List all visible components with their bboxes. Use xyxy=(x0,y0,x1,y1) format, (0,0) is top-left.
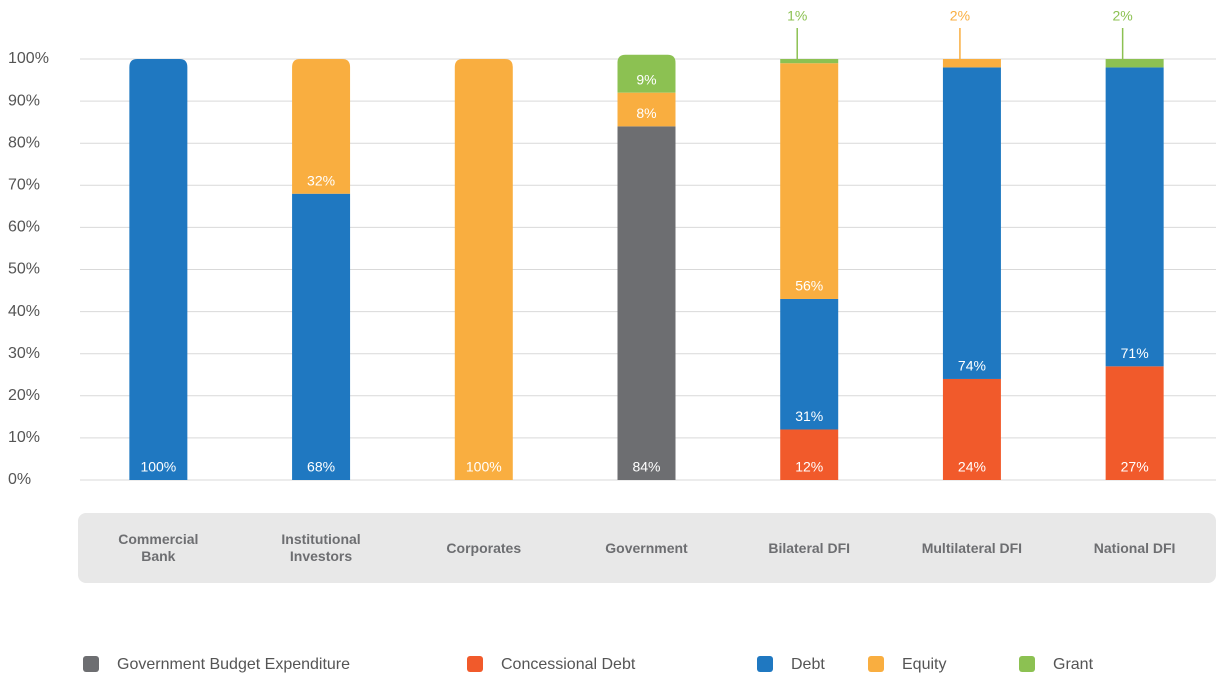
y-tick-label: 70% xyxy=(8,177,40,194)
x-tick-label: Institutional Investors xyxy=(240,513,403,583)
data-label: 84% xyxy=(632,459,660,475)
bar-segment xyxy=(617,126,676,481)
data-label: 9% xyxy=(636,71,656,87)
x-tick-label: National DFI xyxy=(1053,513,1216,583)
data-label: 100% xyxy=(466,459,502,475)
data-label: 56% xyxy=(795,278,823,294)
data-label: 1% xyxy=(787,8,807,24)
data-label: 74% xyxy=(958,358,986,374)
bar-segment xyxy=(780,298,839,430)
x-tick-text: Multilateral DFI xyxy=(921,539,1023,556)
legend-swatch xyxy=(757,656,773,672)
x-tick-label: Commercial Bank xyxy=(77,513,240,583)
legend-swatch xyxy=(868,656,884,672)
y-tick-label: 100% xyxy=(8,50,49,67)
legend-label: Concessional Debt xyxy=(501,656,636,673)
data-label: 32% xyxy=(307,172,335,188)
data-label: 71% xyxy=(1121,345,1149,361)
x-tick-label: Multilateral DFI xyxy=(891,513,1054,583)
bar-segment xyxy=(1105,366,1164,480)
data-label: 68% xyxy=(307,459,335,475)
x-tick-text: Bilateral DFI xyxy=(768,539,851,556)
bar-segment xyxy=(780,63,839,299)
y-tick-label: 90% xyxy=(8,92,40,109)
x-tick-text: Commercial Bank xyxy=(118,531,199,564)
data-label: 31% xyxy=(795,408,823,424)
data-label: 8% xyxy=(636,105,656,121)
y-tick-label: 50% xyxy=(8,261,40,278)
y-tick-label: 10% xyxy=(8,429,40,446)
legend-swatch xyxy=(467,656,483,672)
y-tick-label: 30% xyxy=(8,345,40,362)
legend-label: Equity xyxy=(902,656,946,673)
legend-swatch xyxy=(83,656,99,672)
data-label: 24% xyxy=(958,459,986,475)
y-tick-label: 80% xyxy=(8,134,40,151)
legend-swatch xyxy=(1019,656,1035,672)
data-label: 12% xyxy=(795,459,823,475)
x-tick-label: Bilateral DFI xyxy=(728,513,891,583)
x-tick-label: Corporates xyxy=(402,513,565,583)
bar-segment xyxy=(292,193,351,480)
data-label: 2% xyxy=(1113,8,1133,24)
bar-segment xyxy=(780,429,839,480)
bar-segment xyxy=(780,59,839,64)
bar-segment xyxy=(129,59,188,480)
bar-segment xyxy=(942,67,1001,379)
y-tick-label: 60% xyxy=(8,219,40,236)
legend-label: Government Budget Expenditure xyxy=(117,656,350,673)
y-tick-label: 40% xyxy=(8,303,40,320)
x-tick-text: National DFI xyxy=(1093,539,1176,556)
bar-segment xyxy=(942,59,1001,68)
x-tick-label: Government xyxy=(565,513,728,583)
bar-segment xyxy=(454,59,513,480)
x-tick-text: Government xyxy=(605,539,688,556)
legend-label: Grant xyxy=(1053,656,1094,673)
category-panel xyxy=(78,513,1216,583)
data-label: 100% xyxy=(140,459,176,475)
bar-segment xyxy=(1105,67,1164,367)
y-tick-label: 20% xyxy=(8,387,40,404)
x-tick-text: Institutional Investors xyxy=(281,531,361,564)
bar-segment xyxy=(1105,59,1164,68)
bar-segment xyxy=(292,59,351,194)
x-tick-text: Corporates xyxy=(446,539,522,556)
data-label: 2% xyxy=(950,8,970,24)
legend-label: Debt xyxy=(791,656,825,673)
bar-segment xyxy=(617,92,676,127)
data-label: 27% xyxy=(1121,459,1149,475)
bar-segment xyxy=(942,378,1001,480)
bar-segment xyxy=(617,54,676,93)
y-tick-label: 0% xyxy=(8,471,31,488)
